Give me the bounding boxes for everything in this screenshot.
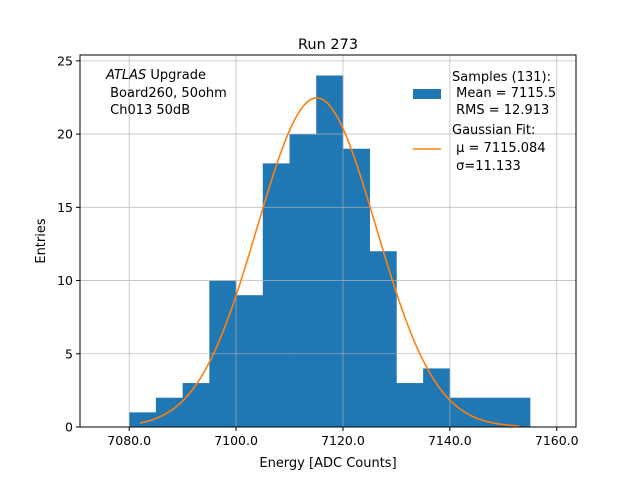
y-tick-label: 10: [57, 273, 73, 288]
x-axis-label: Energy [ADC Counts]: [259, 456, 396, 471]
histogram-bar: [449, 397, 477, 427]
histogram-bar: [503, 397, 531, 427]
gaussian-fit-curve: [139, 97, 520, 427]
x-tick-label: 7140.0: [428, 433, 472, 448]
y-tick-label: 0: [65, 420, 73, 435]
y-tick-label: 15: [57, 200, 73, 215]
annotation-atlas: ATLAS: [105, 68, 146, 83]
x-tick-label: 7100.0: [214, 433, 258, 448]
histogram-bar: [182, 383, 210, 427]
chart-title: Run 273: [298, 37, 358, 53]
histogram-bar: [396, 383, 424, 427]
legend-fit-sigma: σ=11.133: [452, 159, 521, 174]
histogram-bar: [262, 163, 290, 427]
annotation-upgrade: Upgrade: [146, 68, 206, 83]
legend-samples-mean: Mean = 7115.5: [452, 86, 556, 101]
x-tick-label: 7080.0: [107, 433, 151, 448]
y-ticks: 0 5 10 15 20 25: [57, 53, 80, 435]
svg-text:ATLAS Upgrade: ATLAS Upgrade: [105, 68, 206, 83]
y-axis-label: Entries: [34, 218, 49, 264]
legend: Samples (131): Mean = 7115.5 RMS = 12.91…: [413, 70, 556, 174]
histogram-bar: [316, 75, 344, 427]
y-tick-label: 25: [57, 53, 73, 68]
legend-samples-swatch: [413, 89, 441, 99]
axes-frame: [79, 54, 577, 428]
x-tick-label: 7120.0: [321, 433, 365, 448]
histogram-bar: [236, 295, 264, 427]
annotation-board: Board260, 50ohm: [106, 86, 227, 101]
x-tick-label: 7160.0: [535, 433, 579, 448]
histogram-bar: [423, 368, 451, 427]
histogram-bar: [369, 251, 397, 427]
histogram-bar: [129, 412, 157, 427]
annotation: ATLAS Upgrade Board260, 50ohm Ch013 50dB: [105, 68, 227, 118]
legend-fit-mu: μ = 7115.084: [452, 141, 546, 156]
legend-samples-rms: RMS = 12.913: [452, 103, 549, 118]
legend-samples-title: Samples (131):: [452, 70, 551, 85]
x-ticks: 7080.0 7100.0 7120.0 7140.0 7160.0: [107, 427, 579, 448]
annotation-channel: Ch013 50dB: [106, 103, 190, 118]
y-tick-label: 20: [57, 127, 73, 142]
histogram-bar: [342, 148, 370, 427]
y-tick-label: 5: [65, 346, 73, 361]
legend-fit-title: Gaussian Fit:: [452, 123, 535, 138]
